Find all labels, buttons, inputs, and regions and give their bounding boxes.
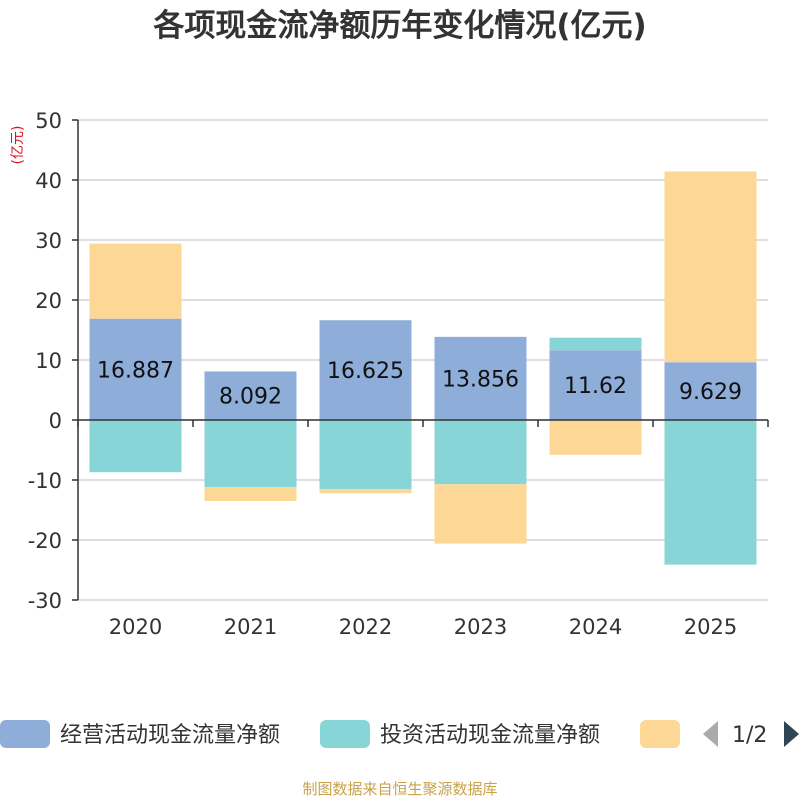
bar-series2-2024[interactable] xyxy=(549,420,642,455)
legend-next-page-icon[interactable] xyxy=(784,721,799,747)
x-tick-label: 2024 xyxy=(569,615,622,639)
y-tick-label: 40 xyxy=(35,169,62,193)
bar-series2-2021[interactable] xyxy=(204,487,297,501)
bar-series1-2021[interactable] xyxy=(204,420,297,488)
y-tick-label: 10 xyxy=(35,349,62,373)
y-tick-label: 50 xyxy=(35,109,62,133)
bar-series0-2022[interactable] xyxy=(319,320,412,420)
data-label-operating: 16.625 xyxy=(327,359,404,384)
bar-series1-2020[interactable] xyxy=(89,420,182,473)
x-tick-label: 2020 xyxy=(109,615,162,639)
bar-series2-2022[interactable] xyxy=(319,489,412,494)
data-labels: 16.887 8.092 16.625 13.856 11.62 9.629 xyxy=(97,358,742,409)
y-tick-label: 30 xyxy=(35,229,62,253)
legend: 经营活动现金流量净额 投资活动现金流量净额 1/2 xyxy=(0,720,799,748)
legend-prev-page-icon[interactable] xyxy=(703,721,718,747)
data-label-operating: 16.887 xyxy=(97,358,174,383)
data-label-operating: 9.629 xyxy=(679,380,742,405)
bar-series2-2020[interactable] xyxy=(89,243,182,319)
legend-swatch-third[interactable] xyxy=(640,720,680,748)
bar-series1-2022[interactable] xyxy=(319,420,412,489)
bar-series0-2024[interactable] xyxy=(549,350,642,420)
y-tick-label: 0 xyxy=(49,409,62,433)
x-axis-tick-labels: 2020 2021 2022 2023 2024 2025 xyxy=(109,615,737,639)
bar-series1-2023[interactable] xyxy=(434,420,527,485)
bar-series0-2021[interactable] xyxy=(204,371,297,420)
bar-series1-2025[interactable] xyxy=(664,420,757,565)
axes xyxy=(72,119,769,601)
x-tick-label: 2025 xyxy=(684,615,737,639)
bar-series0-2020[interactable] xyxy=(89,318,182,420)
data-label-operating: 11.62 xyxy=(564,374,627,399)
x-tick-label: 2023 xyxy=(454,615,507,639)
data-label-operating: 13.856 xyxy=(442,367,519,392)
bars-group xyxy=(89,171,757,565)
source-footnote: 制图数据来自恒生聚源数据库 xyxy=(302,780,497,798)
bar-series0-2023[interactable] xyxy=(434,336,527,420)
y-tick-label: -30 xyxy=(28,589,62,613)
legend-label-operating[interactable]: 经营活动现金流量净额 xyxy=(60,723,280,748)
x-tick-label: 2021 xyxy=(224,615,277,639)
x-tick-label: 2022 xyxy=(339,615,392,639)
y-tick-label: -20 xyxy=(28,529,62,553)
y-axis-unit-label: (亿元) xyxy=(10,126,26,165)
legend-swatch-investing[interactable] xyxy=(320,720,370,748)
bar-series2-2025[interactable] xyxy=(664,171,757,363)
bar-series0-2025[interactable] xyxy=(664,362,757,420)
chart-title: 各项现金流净额历年变化情况(亿元) xyxy=(152,8,646,44)
bar-series2-2023[interactable] xyxy=(434,484,527,544)
y-axis-tick-labels: 50 40 30 20 10 0 -10 -20 -30 xyxy=(28,109,62,613)
legend-page-indicator: 1/2 xyxy=(732,723,767,748)
legend-label-investing[interactable]: 投资活动现金流量净额 xyxy=(380,723,600,748)
legend-swatch-operating[interactable] xyxy=(0,720,50,748)
y-tick-label: -10 xyxy=(28,469,62,493)
y-tick-label: 20 xyxy=(35,289,62,313)
data-label-operating: 8.092 xyxy=(219,385,282,410)
bar-series1-2024[interactable] xyxy=(549,337,642,351)
